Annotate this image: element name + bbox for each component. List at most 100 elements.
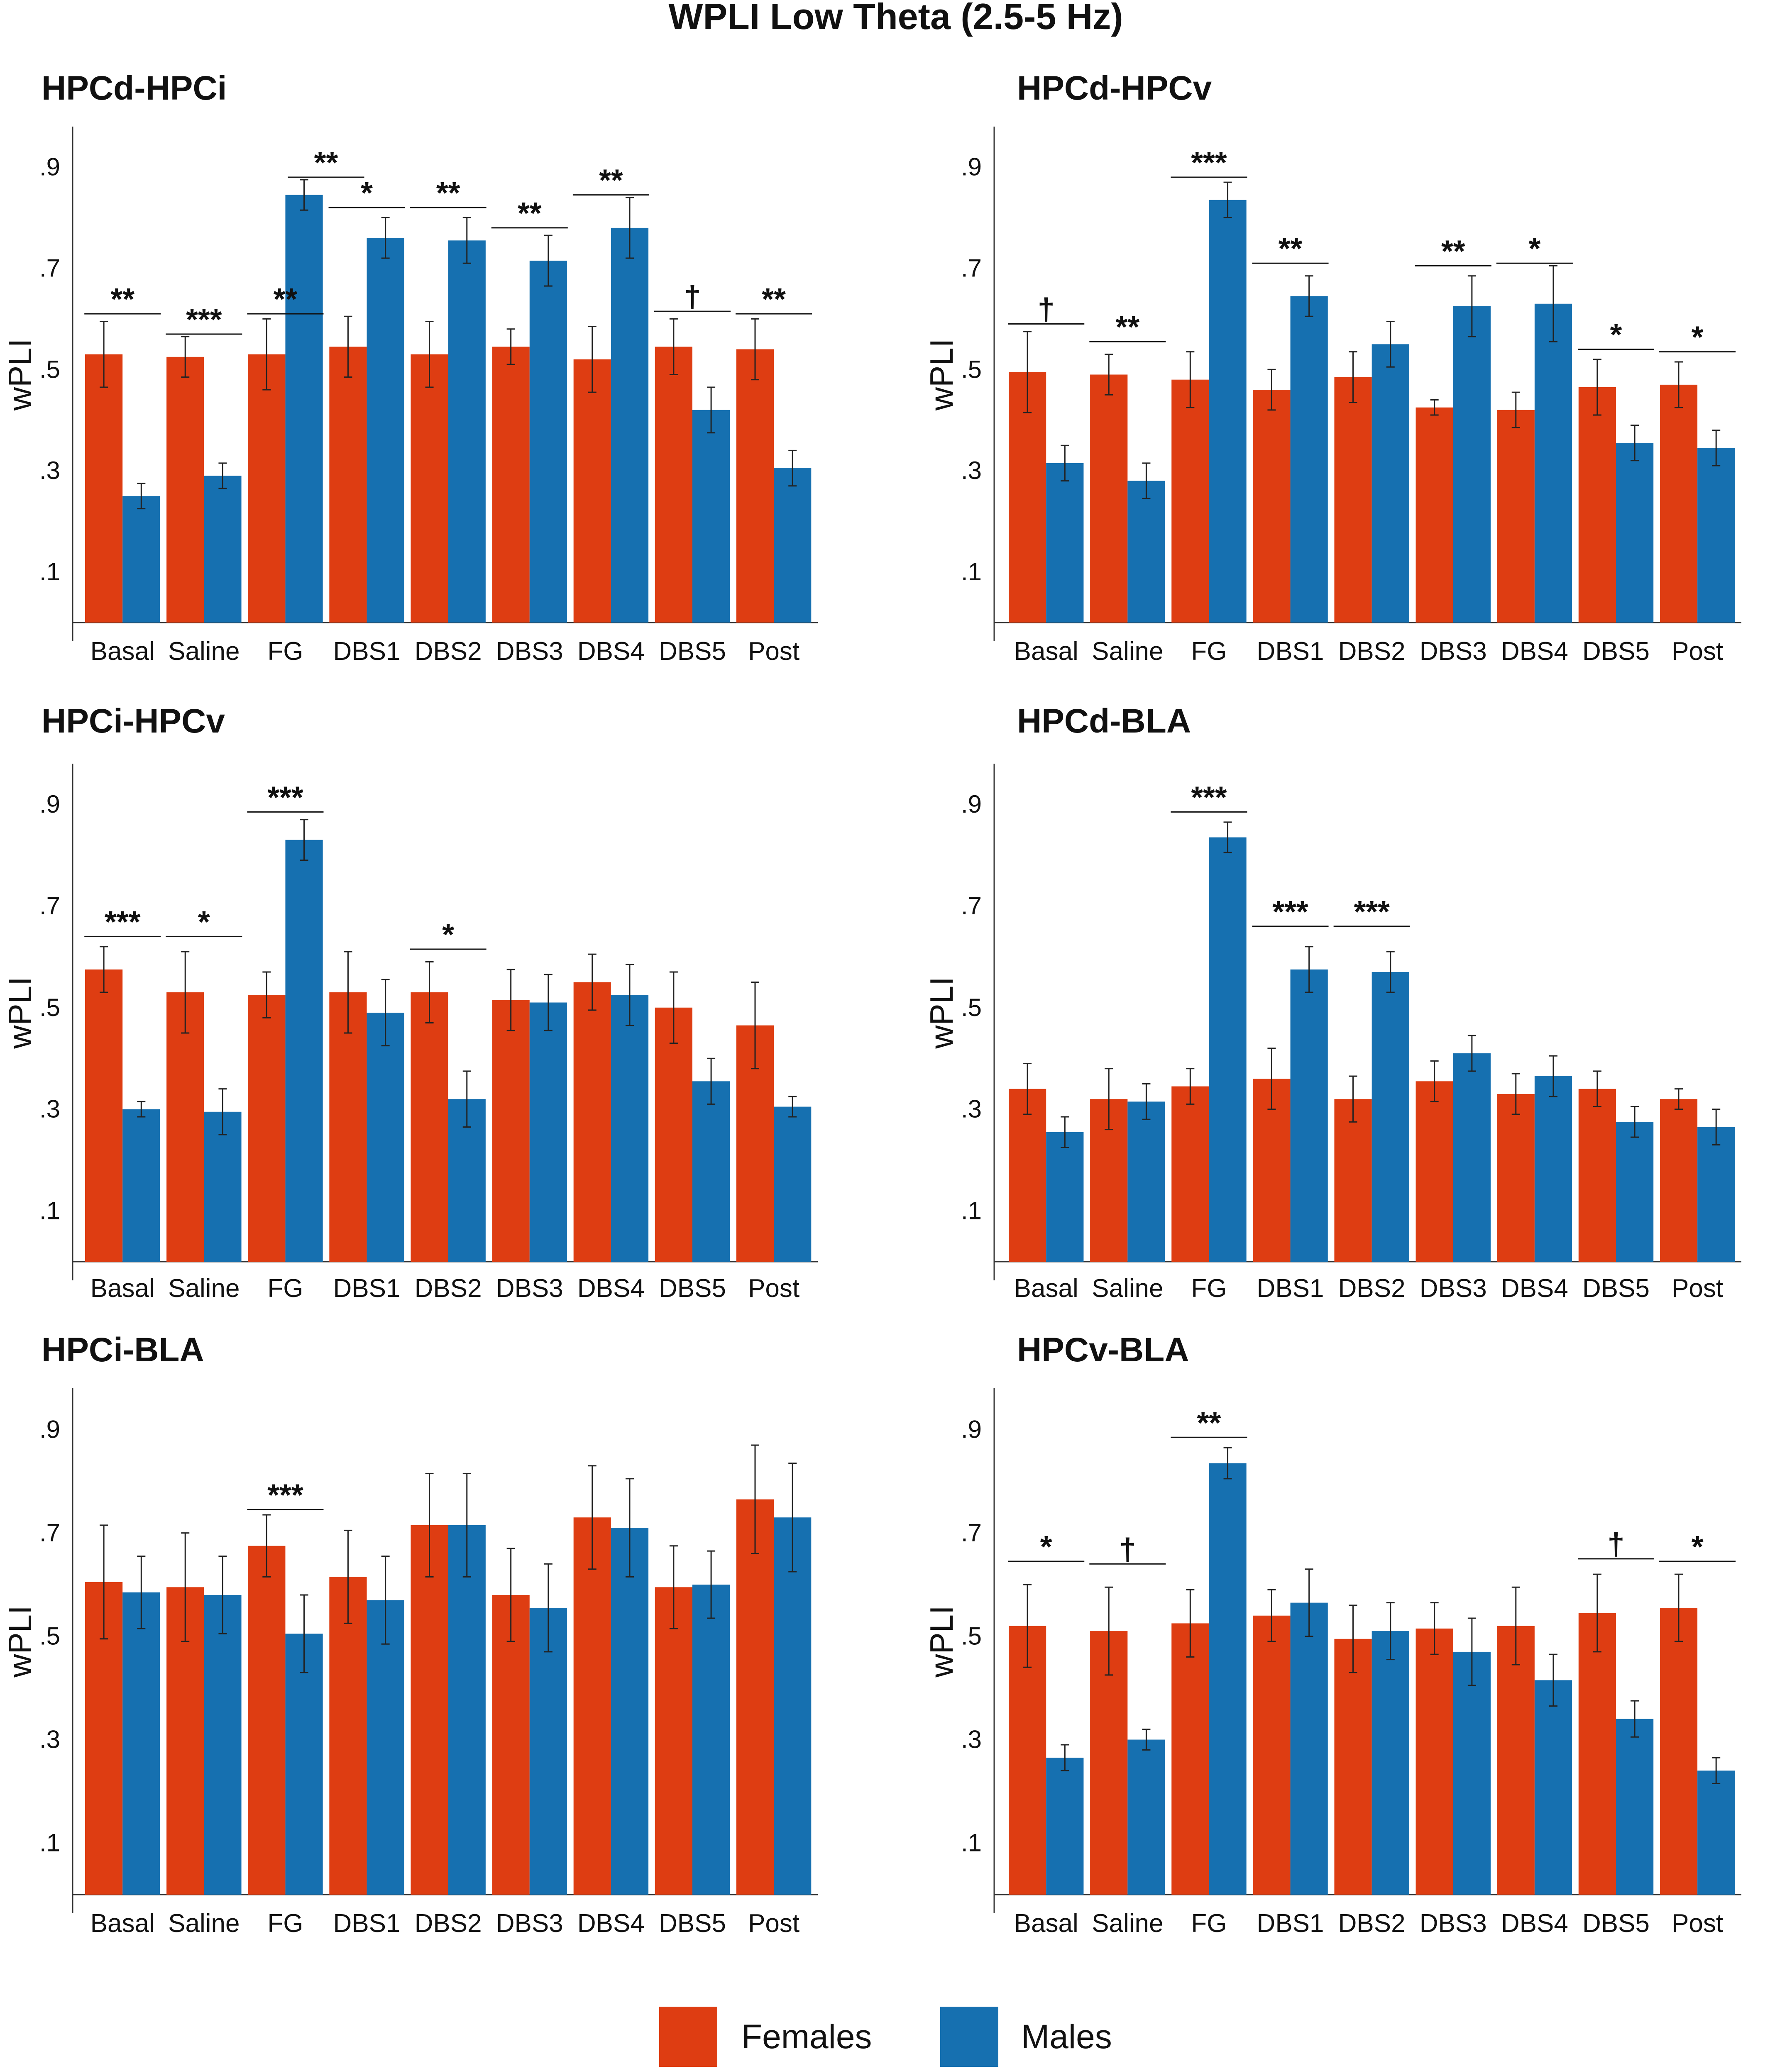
- bar-females-saline: [166, 357, 204, 623]
- significance-label: **: [436, 176, 460, 210]
- bar-females-post: [1660, 1608, 1698, 1895]
- bar-males-dbs4: [1534, 1680, 1572, 1895]
- bar-males-dbs5: [692, 410, 730, 623]
- bar-males-saline: [1127, 1739, 1165, 1895]
- x-tick-label: DBS3: [1420, 637, 1487, 666]
- bar-males-dbs3: [1453, 306, 1491, 623]
- x-tick-label: FG: [267, 1274, 303, 1303]
- bar-males-basal: [1046, 1758, 1084, 1895]
- y-axis-label: wPLI: [923, 339, 960, 411]
- y-tick-label: .9: [961, 790, 982, 818]
- x-tick-label: Post: [1672, 1274, 1723, 1303]
- bar-males-saline: [1127, 1101, 1165, 1262]
- bar-females-fg: [248, 354, 286, 623]
- bar-females-basal: [1009, 372, 1046, 623]
- bar-males-dbs1: [367, 1600, 404, 1895]
- x-tick-label: Basal: [90, 1909, 155, 1938]
- bar-males-dbs2: [448, 240, 486, 623]
- x-tick-label: Post: [748, 1274, 799, 1303]
- bar-males-dbs5: [1616, 1719, 1654, 1895]
- x-tick-label: Saline: [168, 637, 240, 666]
- x-tick-label: DBS1: [333, 637, 401, 666]
- significance-label: ***: [1191, 145, 1227, 180]
- bar-females-dbs1: [329, 992, 367, 1262]
- figure-title: WPLI Low Theta (2.5-5 Hz): [668, 0, 1123, 37]
- panel-title: HPCd-BLA: [1017, 702, 1191, 740]
- x-tick-label: DBS3: [496, 1909, 563, 1938]
- bar-females-post: [1660, 384, 1698, 623]
- bar-males-fg: [285, 840, 323, 1262]
- x-tick-label: Post: [748, 637, 799, 666]
- y-tick-label: .7: [39, 254, 60, 282]
- significance-label: **: [274, 282, 298, 316]
- y-tick-label: .9: [961, 1416, 982, 1443]
- significance-label: *: [361, 176, 373, 210]
- bar-males-fg: [285, 195, 323, 623]
- bar-males-basal: [1046, 1132, 1084, 1262]
- y-tick-label: .3: [39, 457, 60, 484]
- bar-females-dbs3: [1416, 407, 1453, 623]
- bar-males-fg: [285, 1634, 323, 1895]
- significance-label: *: [1040, 1529, 1052, 1564]
- bar-males-dbs4: [1534, 303, 1572, 623]
- bar-males-dbs1: [1290, 1602, 1328, 1895]
- y-tick-label: .7: [39, 892, 60, 920]
- x-tick-label: DBS1: [1257, 1909, 1324, 1938]
- y-tick-label: .7: [961, 1519, 982, 1547]
- y-axis-label: wPLI: [2, 339, 38, 411]
- bar-males-basal: [122, 496, 160, 623]
- bar-females-dbs3: [1416, 1081, 1453, 1262]
- x-tick-label: DBS5: [1582, 1274, 1650, 1303]
- x-tick-label: DBS4: [577, 637, 645, 666]
- bar-males-saline: [204, 1595, 242, 1895]
- panel-title: HPCd-HPCv: [1017, 69, 1212, 107]
- y-tick-label: .5: [961, 994, 982, 1021]
- y-tick-label: .9: [961, 153, 982, 181]
- bar-females-dbs2: [1334, 1639, 1372, 1895]
- y-tick-label: .5: [39, 994, 60, 1021]
- bar-males-dbs1: [1290, 969, 1328, 1262]
- significance-label: †: [1038, 292, 1055, 327]
- x-tick-label: Post: [1672, 1909, 1723, 1938]
- bar-males-post: [774, 1517, 812, 1895]
- bar-males-dbs5: [692, 1585, 730, 1895]
- y-axis-label: wPLI: [2, 977, 38, 1049]
- x-tick-label: FG: [267, 1909, 303, 1938]
- y-axis-label: wPLI: [923, 977, 960, 1049]
- bar-females-fg: [248, 995, 286, 1262]
- bar-females-fg: [1171, 1623, 1209, 1895]
- y-axis-label: wPLI: [2, 1605, 38, 1678]
- significance-label: **: [1197, 1405, 1221, 1440]
- bar-males-fg: [1209, 1463, 1247, 1895]
- x-tick-label: Post: [1672, 637, 1723, 666]
- bar-females-dbs1: [1253, 1615, 1291, 1895]
- bar-females-dbs1: [329, 1577, 367, 1895]
- x-tick-label: DBS4: [1501, 1909, 1568, 1938]
- significance-label: ***: [186, 302, 222, 337]
- x-tick-label: DBS5: [659, 1274, 726, 1303]
- bar-males-dbs3: [529, 261, 567, 623]
- y-tick-label: .1: [961, 1829, 982, 1857]
- bar-females-dbs2: [411, 354, 448, 623]
- x-tick-label: Saline: [1092, 1274, 1163, 1303]
- y-tick-label: .5: [39, 355, 60, 383]
- bar-females-dbs2: [411, 992, 448, 1262]
- x-tick-label: DBS2: [1338, 637, 1406, 666]
- bar-males-dbs2: [1372, 972, 1409, 1262]
- legend: Females Males: [659, 2007, 1112, 2067]
- bar-males-dbs4: [1534, 1076, 1572, 1262]
- bar-females-basal: [1009, 1626, 1046, 1895]
- bar-males-post: [774, 1106, 812, 1262]
- significance-label: ***: [1191, 780, 1227, 814]
- bar-males-saline: [1127, 481, 1165, 623]
- x-tick-label: DBS3: [496, 1274, 563, 1303]
- x-tick-label: DBS3: [1420, 1274, 1487, 1303]
- bar-females-fg: [1171, 379, 1209, 623]
- x-tick-label: Basal: [1014, 1274, 1078, 1303]
- y-tick-label: .7: [961, 254, 982, 282]
- significance-label: ***: [105, 904, 141, 939]
- bar-females-dbs3: [492, 347, 530, 623]
- bar-males-post: [774, 468, 812, 623]
- significance-label: **: [110, 282, 134, 316]
